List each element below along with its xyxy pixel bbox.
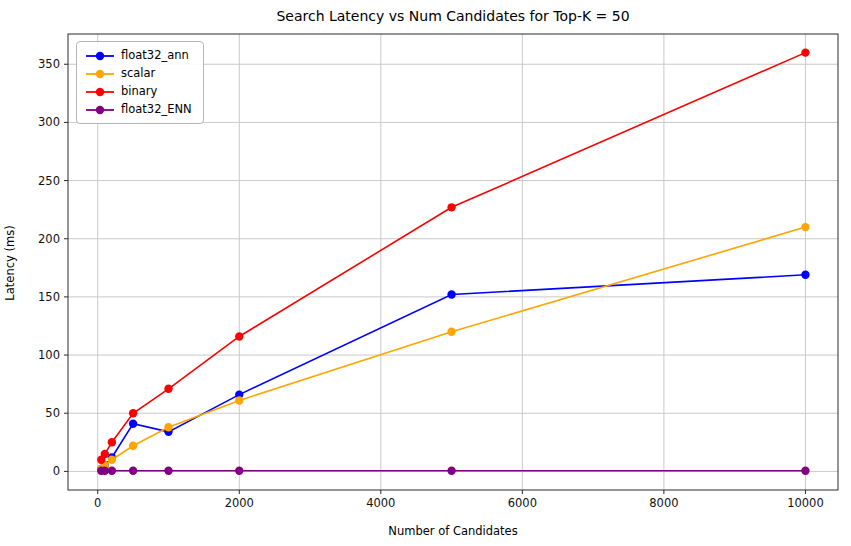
legend-item-float32_ENN: float32_ENN	[86, 103, 192, 116]
data-point-scalar	[801, 223, 809, 231]
legend-label: binary	[121, 85, 157, 98]
data-point-binary	[235, 332, 243, 340]
y-tick-label: 50	[45, 406, 60, 420]
x-axis-label: Number of Candidates	[68, 524, 838, 538]
data-point-float32_ann	[801, 271, 809, 279]
y-tick-label: 300	[38, 115, 60, 129]
data-point-float32_ann	[447, 290, 455, 298]
data-point-float32_ENN	[108, 467, 116, 475]
data-point-float32_ENN	[447, 467, 455, 475]
x-tick-label: 8000	[649, 496, 678, 510]
x-tick-label: 2000	[225, 496, 254, 510]
legend-label: float32_ENN	[121, 103, 192, 116]
data-point-scalar	[235, 396, 243, 404]
y-tick-label: 350	[38, 57, 60, 71]
data-point-binary	[164, 385, 172, 393]
y-tick-label: 200	[38, 232, 60, 246]
data-point-float32_ann	[129, 419, 137, 427]
data-point-float32_ENN	[164, 467, 172, 475]
data-point-float32_ENN	[129, 467, 137, 475]
data-point-binary	[447, 203, 455, 211]
legend-label: float32_ann	[121, 49, 189, 62]
series-line-scalar	[101, 227, 805, 469]
legend-item-float32_ann: float32_ann	[86, 49, 192, 62]
y-tick-label: 100	[38, 348, 60, 362]
x-tick-label: 4000	[366, 496, 395, 510]
series-line-float32_ann	[101, 275, 805, 469]
data-point-scalar	[164, 423, 172, 431]
series-line-binary	[101, 53, 805, 460]
x-tick-label: 6000	[508, 496, 537, 510]
x-tick-label: 0	[94, 496, 101, 510]
legend-marker-icon	[86, 50, 114, 62]
y-tick-label: 150	[38, 290, 60, 304]
legend-item-binary: binary	[86, 85, 192, 98]
legend-marker-icon	[86, 86, 114, 98]
legend-marker-icon	[86, 104, 114, 116]
data-point-binary	[129, 409, 137, 417]
data-point-float32_ENN	[235, 467, 243, 475]
data-point-scalar	[447, 328, 455, 336]
legend: float32_annscalar binary float32_ENN	[76, 41, 204, 124]
data-point-scalar	[108, 456, 116, 464]
data-point-binary	[801, 48, 809, 56]
data-point-binary	[101, 450, 109, 458]
data-point-float32_ENN	[801, 467, 809, 475]
x-tick-label: 10000	[787, 496, 824, 510]
legend-item-scalar: scalar	[86, 67, 192, 80]
data-point-scalar	[129, 442, 137, 450]
legend-marker-icon	[86, 68, 114, 80]
data-point-binary	[108, 438, 116, 446]
latency-chart: Search Latency vs Num Candidates for Top…	[0, 0, 851, 546]
y-tick-label: 0	[53, 464, 60, 478]
y-axis-label: Latency (ms)	[3, 143, 17, 383]
legend-label: scalar	[121, 67, 155, 80]
y-tick-label: 250	[38, 174, 60, 188]
